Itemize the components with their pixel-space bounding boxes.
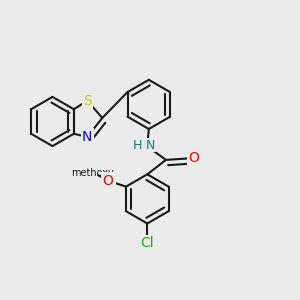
Text: O: O bbox=[188, 152, 199, 165]
Text: O: O bbox=[103, 174, 113, 188]
Text: Cl: Cl bbox=[140, 236, 154, 250]
Text: N: N bbox=[146, 139, 155, 152]
Text: H: H bbox=[133, 139, 142, 152]
Text: N: N bbox=[82, 130, 92, 144]
Text: methoxy: methoxy bbox=[71, 168, 114, 178]
Text: S: S bbox=[83, 94, 92, 108]
Text: O: O bbox=[104, 174, 115, 188]
Text: N: N bbox=[82, 130, 92, 144]
Text: S: S bbox=[83, 94, 92, 108]
